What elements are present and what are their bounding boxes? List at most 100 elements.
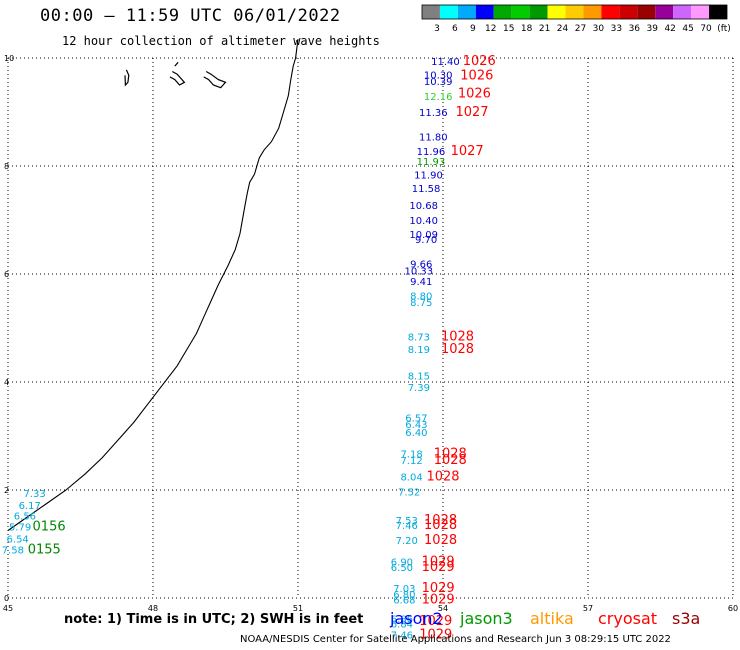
y-tick-label: 4 (4, 378, 9, 387)
wave-height-value: 6.80 (393, 590, 415, 601)
x-tick-label: 51 (293, 604, 303, 613)
colorbar-swatch (673, 5, 692, 19)
colorbar-label: 39 (647, 24, 659, 34)
colorbar-label: 33 (611, 24, 622, 34)
x-tick-label: 45 (3, 604, 13, 613)
wave-height-value: 6.68 (393, 595, 415, 606)
colorbar-swatch (709, 5, 727, 19)
satellite-label-s3a: s3a (672, 609, 701, 628)
pressure-value: 1028 (426, 469, 459, 484)
wave-height-value: 7.20 (396, 536, 418, 547)
wave-height-value: 11.93 (417, 157, 446, 168)
pressure-value: 1028 (441, 342, 474, 357)
pressure-value: 1028 (434, 447, 467, 462)
satellite-label-altika: altika (530, 609, 574, 628)
wave-height-value: 10.30 (424, 71, 453, 82)
pressure-value: 1026 (458, 86, 491, 101)
colorbar-label: 15 (503, 24, 514, 34)
wave-height-value: 7.46 (391, 631, 413, 642)
credit-footer: NOAA/NESDIS Center for Satellite Applica… (240, 634, 671, 645)
y-tick-label: 2 (4, 486, 9, 495)
wave-height-value: 9.66 (410, 260, 432, 271)
wave-height-value: 7.53 (396, 516, 418, 527)
colorbar-label: 70 (700, 24, 712, 34)
satellite-label-jason3: jason3 (460, 609, 513, 628)
pressure-value: 1028 (434, 453, 467, 468)
wave-height-value: 6.56 (14, 512, 36, 523)
x-tick-label: 54 (438, 604, 448, 613)
x-tick-label: 48 (148, 604, 158, 613)
pressure-value: 1029 (419, 614, 452, 629)
wave-height-value: 7.12 (400, 456, 422, 467)
island-outline (169, 70, 186, 86)
pressure-value: 1029 (422, 592, 455, 607)
map-grid (7, 57, 734, 599)
pressure-value: 1028 (424, 518, 457, 533)
colorbar-label: (ft) (717, 24, 731, 34)
wave-height-value: 8.04 (400, 472, 422, 483)
wave-height-value: 10.68 (409, 201, 438, 212)
pressure-value: 1027 (451, 144, 484, 159)
pressure-value: 1026 (463, 54, 496, 69)
wave-height-value: 10.40 (409, 216, 438, 227)
wave-height-value: 8.15 (408, 371, 430, 382)
pressure-value: 0156 (33, 520, 66, 535)
wave-height-value: 10.33 (405, 267, 434, 278)
wave-height-value: 6.17 (19, 501, 41, 512)
colorbar-swatch (691, 5, 710, 19)
colorbar-label: 9 (470, 24, 476, 34)
colorbar-swatch (422, 5, 440, 19)
colorbar-label: 6 (452, 24, 458, 34)
colorbar-label: 21 (539, 24, 550, 34)
wave-height-value: 8.73 (408, 332, 430, 343)
colorbar-swatch (619, 5, 638, 19)
pressure-value: 1029 (422, 560, 455, 575)
pressure-value: 1029 (422, 555, 455, 570)
wave-height-value: 11.40 (431, 57, 460, 68)
pressure-value: 1026 (460, 69, 493, 84)
satellite-label-cryosat: cryosat (598, 609, 658, 628)
wave-height-value: 11.36 (419, 108, 448, 119)
wave-height-value: 7.03 (393, 584, 415, 595)
wave-height-value: 6.86 (391, 614, 413, 625)
wave-height-value: 9.41 (410, 277, 432, 288)
colorbar-label: 45 (682, 24, 693, 34)
coastline-path (7, 39, 299, 531)
y-tick-label: 8 (4, 162, 9, 171)
y-tick-label: 10 (4, 54, 14, 63)
colorbar-swatch (511, 5, 530, 19)
colorbar-label: 18 (521, 24, 533, 34)
colorbar-label: 24 (557, 24, 569, 34)
colorbar-swatch (655, 5, 674, 19)
wave-height-value: 7.39 (408, 383, 430, 394)
colorbar-swatch (583, 5, 602, 19)
x-tick-label: 60 (728, 604, 738, 613)
wave-height-value: 8.75 (410, 298, 432, 309)
wave-height-value: 10.09 (409, 230, 438, 241)
y-tick-label: 6 (4, 270, 9, 279)
coastline (7, 39, 299, 531)
wave-height-value: 8.80 (410, 291, 432, 302)
wave-height-value: 6.57 (405, 413, 427, 424)
colorbar-label: 42 (664, 24, 675, 34)
colorbar-swatch (439, 5, 458, 19)
units-note: note: 1) Time is in UTC; 2) SWH is in fe… (64, 612, 364, 627)
island-outline (124, 69, 130, 87)
wave-height-value: 7.33 (23, 489, 45, 500)
islands (124, 61, 227, 89)
wave-height-value: 6.84 (391, 620, 413, 631)
colorbar-frame (421, 4, 728, 20)
map-title: 00:00 – 11:59 UTC 06/01/2022 (40, 6, 341, 26)
pressure-value: 1028 (424, 513, 457, 528)
wave-height-value: 6.43 (405, 420, 427, 431)
wave-height-value: 11.96 (417, 147, 446, 158)
satellite-label-jason2: jason2 (390, 609, 443, 628)
y-tick-label: 0 (4, 594, 9, 603)
wave-height-value: 11.80 (419, 133, 448, 144)
map-subtitle: 12 hour collection of altimeter wave hei… (62, 34, 380, 48)
colorbar-label: 3 (434, 24, 440, 34)
island-outline (174, 61, 179, 67)
wave-height-value: 11.58 (412, 184, 441, 195)
